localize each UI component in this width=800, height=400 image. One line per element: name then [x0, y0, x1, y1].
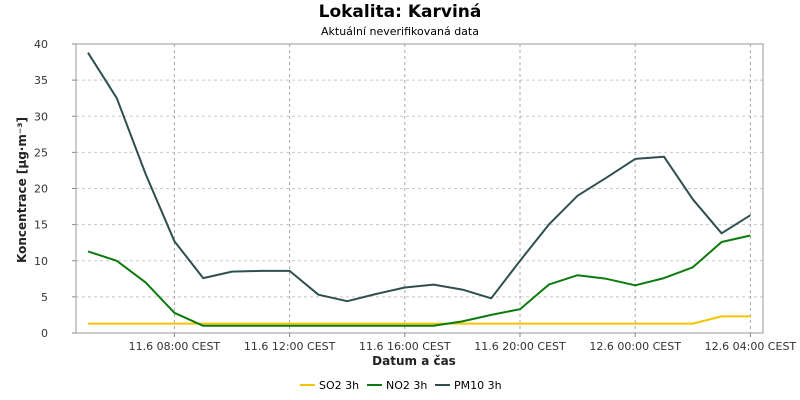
series-line-pm10-3h: [87, 52, 751, 303]
y-tick-label: 35: [34, 74, 48, 87]
legend-label-no2-3h: NO2 3h: [386, 379, 427, 392]
x-tick-label: 12.6 00:00 CEST: [589, 340, 681, 353]
y-tick-label: 40: [34, 38, 48, 51]
y-tick-label: 10: [34, 255, 48, 268]
chart-subtitle: Aktuální neverifikovaná data: [321, 25, 479, 38]
plot-border: [75, 43, 764, 334]
x-tick-label: 11.6 08:00 CEST: [129, 340, 221, 353]
legend-label-so2-3h: SO2 3h: [319, 379, 359, 392]
x-tick-label: 11.6 16:00 CEST: [359, 340, 451, 353]
x-tick-label: 11.6 12:00 CEST: [244, 340, 336, 353]
plot-area: 0 5 10 15 20 25 30 35 40 11.6 08:00 CEST 11.6 12:0…: [34, 38, 796, 353]
y-tick-label: 25: [34, 146, 48, 159]
y-tick-label: 20: [34, 183, 48, 196]
y-tick-label: 0: [41, 327, 48, 340]
y-axis-label: Koncentrace [µg·m⁻³]: [15, 117, 29, 263]
chart-title: Lokalita: Karviná: [319, 2, 482, 22]
legend: SO2 3h NO2 3h PM10 3h: [300, 379, 502, 392]
x-axis-label: Datum a čas: [372, 354, 456, 368]
x-tick-label: 12.6 04:00 CEST: [705, 340, 797, 353]
y-tick-label: 5: [41, 291, 48, 304]
legend-label-pm10-3h: PM10 3h: [454, 379, 502, 392]
y-tick-label: 15: [34, 219, 48, 232]
y-tick-label: 30: [34, 110, 48, 123]
x-tick-label: 11.6 20:00 CEST: [474, 340, 566, 353]
series-line-no2-3h: [87, 234, 751, 327]
